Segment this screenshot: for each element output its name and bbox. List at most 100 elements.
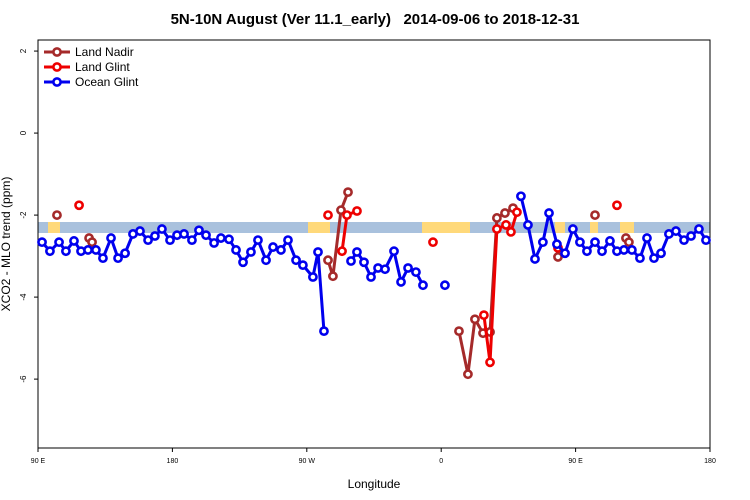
point [352, 206, 362, 216]
point [624, 237, 634, 248]
point [253, 235, 263, 246]
point [61, 246, 71, 257]
point [343, 187, 353, 198]
point [612, 200, 622, 211]
point [298, 260, 308, 271]
y-tick-label: 2 [19, 48, 28, 53]
point [231, 245, 241, 255]
point [323, 210, 333, 220]
point [485, 357, 495, 368]
point [246, 247, 256, 257]
point [501, 220, 511, 230]
legend-label: Land Glint [75, 60, 130, 74]
point [679, 235, 689, 246]
point [512, 207, 522, 218]
land-band [620, 222, 634, 233]
x-tick-label: 180 [704, 458, 716, 465]
point [428, 237, 438, 248]
point [291, 255, 301, 266]
point [238, 257, 248, 268]
legend-label: Ocean Glint [75, 75, 139, 89]
point [649, 253, 659, 264]
point [575, 237, 585, 248]
point [120, 248, 130, 259]
point [626, 245, 637, 255]
point [52, 210, 62, 220]
point [492, 224, 502, 234]
point [45, 246, 55, 257]
point [479, 310, 489, 321]
point [337, 246, 347, 257]
x-tick-label: 90 E [31, 458, 46, 465]
land-band [308, 222, 330, 233]
point [69, 236, 79, 246]
y-tick-label: -4 [19, 293, 28, 301]
point [590, 210, 600, 220]
point [380, 264, 390, 275]
x-tick-label: 0 [439, 458, 443, 465]
point [560, 248, 570, 259]
point [597, 246, 607, 257]
point [201, 230, 211, 241]
point [209, 238, 219, 248]
point [671, 226, 681, 236]
point [403, 263, 413, 273]
point [54, 237, 64, 248]
point [523, 220, 533, 230]
point [187, 235, 197, 246]
point [553, 252, 563, 262]
x-axis-title: Longitude [348, 477, 401, 491]
point [336, 205, 346, 216]
point [418, 280, 428, 291]
point [87, 237, 97, 248]
point [150, 231, 160, 241]
point [411, 267, 421, 277]
x-tick-label: 180 [167, 458, 179, 465]
point [552, 239, 562, 250]
point [342, 210, 352, 220]
y-axis-title: XCO2 - MLO trend (ppm) [0, 177, 13, 312]
point [194, 225, 204, 236]
point [113, 253, 123, 264]
point [143, 235, 153, 246]
point [440, 280, 450, 291]
point [568, 224, 578, 234]
point [313, 247, 323, 257]
legend-marker [52, 77, 62, 87]
chart-title: 5N-10N August (Ver 11.1_early) 2014-09-0… [171, 11, 580, 28]
point [454, 326, 464, 337]
point [91, 245, 101, 255]
point [319, 326, 329, 337]
land-band [48, 222, 60, 233]
point [276, 245, 286, 255]
point [506, 227, 516, 237]
point [165, 235, 175, 246]
point [537, 237, 548, 248]
point [470, 314, 480, 325]
ocean-band [38, 222, 710, 233]
land-band [590, 222, 598, 233]
y-tick-label: -6 [19, 375, 28, 383]
point [389, 246, 399, 257]
point [500, 208, 510, 218]
point [135, 226, 145, 236]
point [396, 277, 406, 287]
y-tick-label: -2 [19, 211, 28, 219]
x-tick-label: 90 E [568, 458, 583, 465]
land-band [555, 222, 565, 233]
point [359, 257, 369, 268]
point [216, 233, 226, 243]
point [283, 235, 293, 246]
point [619, 245, 629, 255]
point [261, 255, 271, 266]
point [323, 255, 333, 266]
legend-marker [52, 47, 62, 57]
legend-label: Land Nadir [75, 45, 134, 59]
point [179, 229, 189, 239]
legend-marker [52, 62, 62, 72]
point [74, 200, 84, 211]
land-band [422, 222, 470, 233]
point [516, 191, 526, 202]
point [106, 233, 116, 243]
